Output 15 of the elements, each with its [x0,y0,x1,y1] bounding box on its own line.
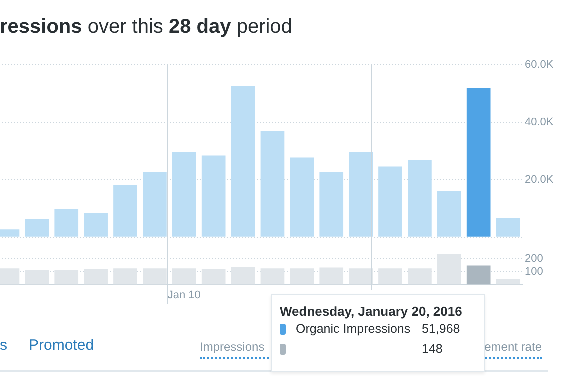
text: 51,968 [422,322,460,336]
text: ement rate [470,340,542,359]
text: Wednesday, January 20, 2016 [280,304,462,319]
text: Impressions [200,340,280,359]
y-tick-label: 20.0K [525,174,554,186]
y-tick-label: 60.0K [525,59,554,72]
y-tick-label: 200 [525,253,544,266]
x-tick-label: Jan 10 [168,289,201,302]
chart-title: ressions over this 28 day period [0,16,292,38]
text: 148 [422,342,443,356]
text: s [0,337,8,354]
y-tick-label: 100 [525,266,544,278]
legend-label: Organic Impressions [296,322,411,336]
y-tick-label: 40.0K [525,116,554,128]
text: Promoted [29,337,94,354]
